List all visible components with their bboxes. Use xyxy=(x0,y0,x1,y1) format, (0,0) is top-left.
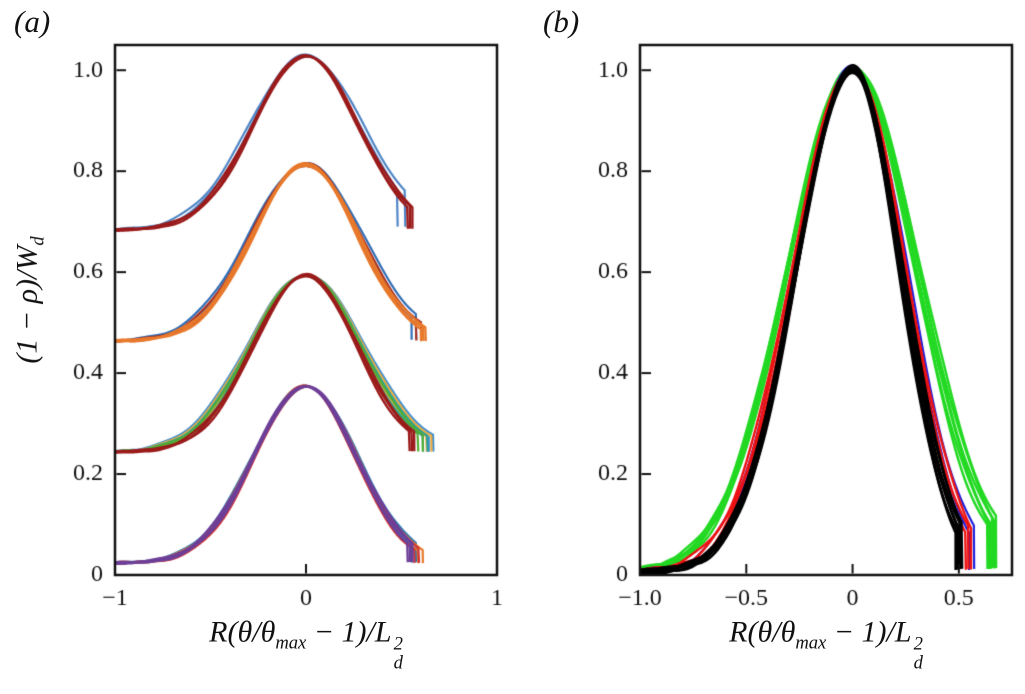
x-axis-label-a: R(θ/θmax − 1)/L 2 d xyxy=(209,615,403,674)
xlabel-sub-max: max xyxy=(275,632,307,654)
xlabel-sub-d: d xyxy=(913,652,923,674)
ylabel-sub-d: d xyxy=(27,236,49,246)
ylabel-part: (1 − xyxy=(10,303,44,364)
xlabel-sup-2: 2 xyxy=(393,634,403,656)
ylabel-part: )/ xyxy=(10,270,44,289)
ylabel-W: W xyxy=(10,245,44,271)
xlabel-theta: θ xyxy=(260,615,276,649)
xlabel-theta: θ xyxy=(237,615,253,649)
xlabel-sub-max: max xyxy=(795,632,827,654)
y-axis-label: (1 − ρ)/Wd xyxy=(11,236,50,363)
xlabel-theta: θ xyxy=(757,615,773,649)
panel-a-label: (a) xyxy=(14,4,51,39)
xlabel-R: R xyxy=(729,615,748,649)
xlabel-sup-2: 2 xyxy=(913,634,923,656)
ylabel-rho: ρ xyxy=(10,288,44,304)
x-axis-label-b: R(θ/θmax − 1)/L 2 d xyxy=(729,615,923,674)
xlabel-L: L xyxy=(374,615,392,649)
xlabel-theta: θ xyxy=(780,615,796,649)
panel-b-label: (b) xyxy=(543,4,580,39)
xlabel-L: L xyxy=(894,615,912,649)
xlabel-R: R xyxy=(209,615,228,649)
xlabel-sub-d: d xyxy=(393,652,403,674)
